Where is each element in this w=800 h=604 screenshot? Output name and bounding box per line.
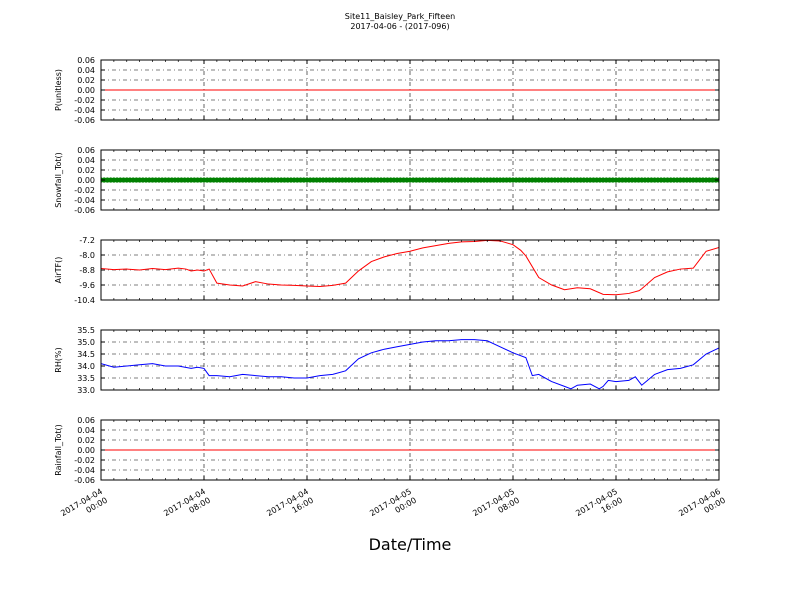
chart-title-line1: Site11_Baisley_Park_Fifteen [345, 12, 455, 21]
y-tick-label: -9.6 [79, 281, 95, 290]
y-tick-label: -0.06 [74, 206, 95, 215]
series-3 [101, 240, 719, 296]
chart-panels: -0.06-0.04-0.020.000.020.040.06P(unitles… [54, 56, 727, 527]
y-tick-label: -0.02 [74, 456, 95, 465]
y-axis-label: AirTF() [54, 257, 63, 284]
y-tick-label: 0.02 [77, 166, 95, 175]
x-tick-label: 2017-04-0600:00 [677, 487, 727, 527]
series-line [101, 240, 719, 296]
y-axis-label: Rainfall_Tot() [54, 424, 63, 476]
y-tick-label: 34.5 [77, 350, 95, 359]
y-tick-label: 0.04 [77, 156, 95, 165]
y-tick-label: 35.0 [77, 338, 95, 347]
y-tick-label: 35.5 [77, 326, 95, 335]
y-tick-label: 34.0 [77, 362, 95, 371]
x-tick-label: 2017-04-0508:00 [471, 487, 521, 527]
x-tick-label: 2017-04-0500:00 [368, 487, 418, 527]
series-4 [101, 339, 719, 390]
y-tick-label: 0.06 [77, 146, 95, 155]
y-tick-label: -0.02 [74, 186, 95, 195]
y-tick-label: 0.00 [77, 86, 95, 95]
y-tick-label: 0.02 [77, 76, 95, 85]
panel-4: 35.5 35.0 34.5 34.0 33.5 33.0 RH(%) [54, 326, 720, 395]
panel-3: -7.2 -8.0 -8.8 -9.6 -10.4 AirTF() [54, 236, 720, 305]
series-2 [101, 177, 719, 183]
y-tick-label: 0.00 [77, 446, 95, 455]
y-tick-label: 33.0 [77, 386, 95, 395]
y-tick-label: 0.00 [77, 176, 95, 185]
y-tick-label: -0.04 [74, 466, 95, 475]
panel-5: -0.06-0.04-0.020.000.020.040.06 Rainfall_… [54, 416, 720, 485]
y-tick-label: -8.0 [79, 251, 95, 260]
y-tick-label: 0.06 [77, 416, 95, 425]
panel-1: -0.06-0.04-0.020.000.020.040.06 P(unitles… [54, 56, 720, 125]
y-tick-label: -10.4 [74, 296, 95, 305]
x-tick-label: 2017-04-0416:00 [265, 487, 315, 527]
x-tick-label: 2017-04-0516:00 [574, 487, 624, 527]
y-tick-label: -8.8 [79, 266, 95, 275]
y-tick-label: -0.04 [74, 196, 95, 205]
y-axis-label: RH(%) [54, 347, 63, 372]
y-tick-label: -7.2 [79, 236, 95, 245]
y-axis-label: Snowfall_Tot() [54, 152, 63, 208]
chart-title-line2: 2017-04-06 - (2017-096) [350, 22, 449, 31]
y-tick-label: 0.04 [77, 426, 95, 435]
y-tick-label: 0.02 [77, 436, 95, 445]
x-tick-label: 2017-04-0400:00 [59, 487, 109, 527]
x-axis-label: Date/Time [369, 535, 452, 554]
panel-2: -0.06-0.04-0.020.000.020.040.06 Snowfall_… [54, 146, 720, 215]
y-tick-label: 0.04 [77, 66, 95, 75]
y-tick-label: -0.06 [74, 116, 95, 125]
y-tick-label: 0.06 [77, 56, 95, 65]
series-line [101, 339, 719, 390]
y-tick-label: -0.02 [74, 96, 95, 105]
y-axis-label: P(unitless) [54, 69, 63, 111]
y-tick-label: 33.5 [77, 374, 95, 383]
y-tick-label: -0.04 [74, 106, 95, 115]
y-tick-label: -0.06 [74, 476, 95, 485]
x-tick-label: 2017-04-0408:00 [162, 487, 212, 527]
